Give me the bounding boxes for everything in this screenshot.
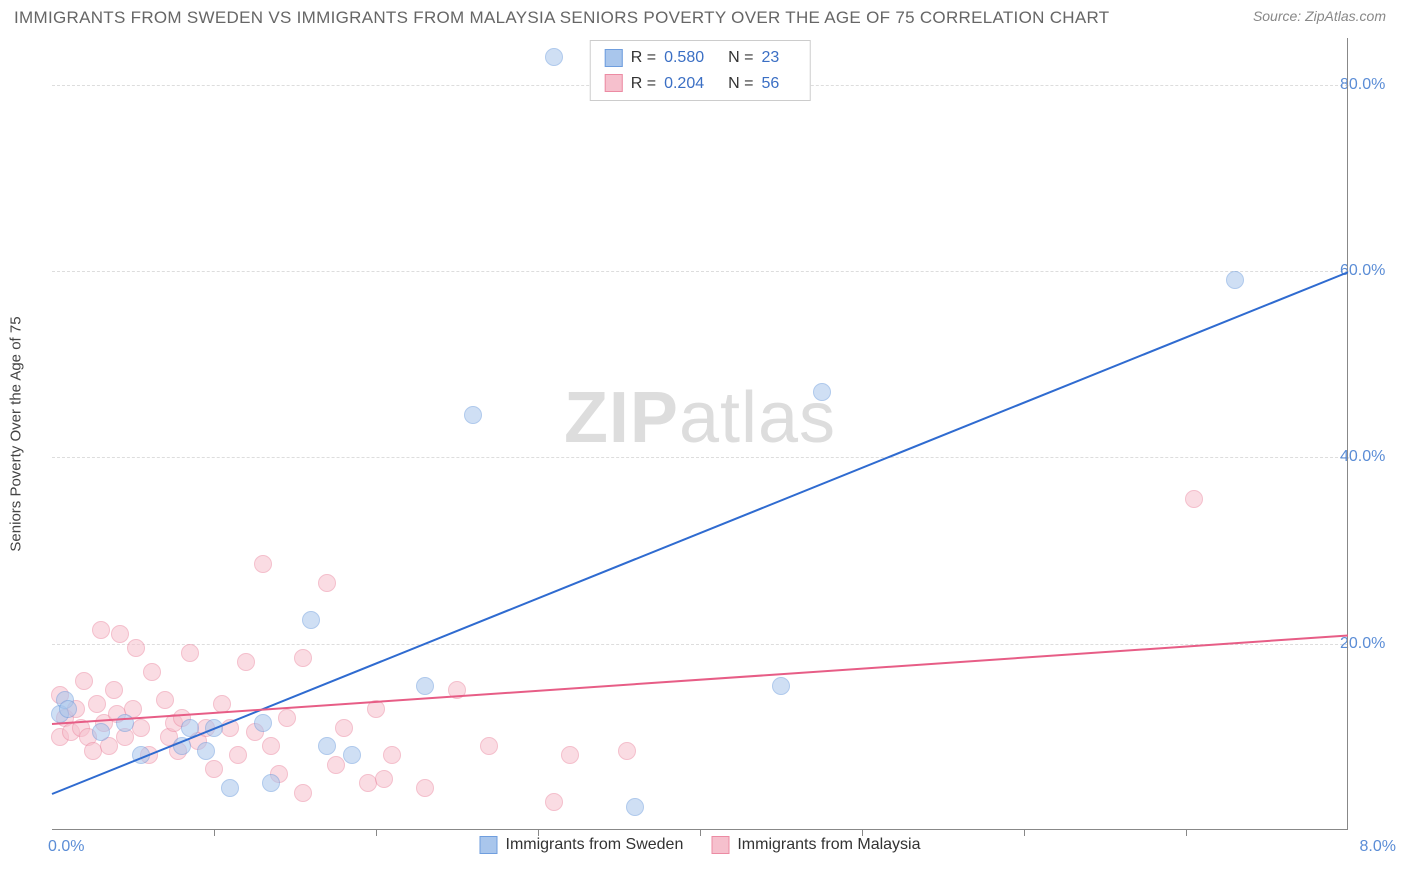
legend-n-value: 56 [761, 71, 779, 97]
legend-swatch-malaysia [605, 74, 623, 92]
x-tick [1024, 830, 1025, 836]
data-point-sweden [1226, 271, 1244, 289]
legend-r-label: R = [631, 45, 656, 71]
gridline [52, 271, 1348, 272]
data-point-malaysia [318, 574, 336, 592]
legend-stat-row-sweden: R = 0.580 N = 23 [605, 45, 796, 71]
data-point-malaysia [205, 760, 223, 778]
data-point-malaysia [181, 644, 199, 662]
data-point-malaysia [1185, 490, 1203, 508]
legend-r-label: R = [631, 71, 656, 97]
data-point-sweden [416, 677, 434, 695]
legend-swatch-sweden [480, 836, 498, 854]
legend-series: Immigrants from Sweden Immigrants from Ma… [480, 836, 921, 854]
data-point-malaysia [132, 719, 150, 737]
data-point-malaysia [92, 621, 110, 639]
y-tick-label: 20.0% [1340, 635, 1396, 653]
data-point-sweden [343, 746, 361, 764]
legend-swatch-sweden [605, 49, 623, 67]
data-point-sweden [626, 798, 644, 816]
data-point-sweden [59, 700, 77, 718]
data-point-sweden [262, 774, 280, 792]
data-point-sweden [302, 611, 320, 629]
x-tick [1186, 830, 1187, 836]
gridline [52, 457, 1348, 458]
data-point-sweden [772, 677, 790, 695]
data-point-malaysia [545, 793, 563, 811]
data-point-sweden [813, 383, 831, 401]
legend-n-label: N = [728, 71, 753, 97]
data-point-malaysia [143, 663, 161, 681]
chart-area: ZIPatlas 20.0%40.0%60.0%80.0% Seniors Po… [52, 38, 1348, 830]
legend-stat-row-malaysia: R = 0.204 N = 56 [605, 71, 796, 97]
data-point-sweden [197, 742, 215, 760]
legend-item-sweden: Immigrants from Sweden [480, 836, 684, 854]
data-point-sweden [221, 779, 239, 797]
data-point-malaysia [88, 695, 106, 713]
data-point-sweden [318, 737, 336, 755]
x-axis-min-label: 0.0% [48, 838, 84, 856]
data-point-malaysia [254, 555, 272, 573]
legend-n-label: N = [728, 45, 753, 71]
data-point-malaysia [105, 681, 123, 699]
data-point-malaysia [156, 691, 174, 709]
data-point-malaysia [294, 784, 312, 802]
y-axis [1347, 38, 1348, 830]
trend-line-sweden [52, 271, 1349, 795]
x-axis-max-label: 8.0% [1360, 838, 1396, 856]
legend-r-value: 0.204 [664, 71, 704, 97]
data-point-sweden [92, 723, 110, 741]
legend-label: Immigrants from Malaysia [737, 836, 920, 854]
data-point-malaysia [278, 709, 296, 727]
data-point-malaysia [327, 756, 345, 774]
data-point-sweden [545, 48, 563, 66]
data-point-malaysia [383, 746, 401, 764]
plot-region: ZIPatlas 20.0%40.0%60.0%80.0% [52, 38, 1348, 830]
data-point-sweden [464, 406, 482, 424]
data-point-malaysia [229, 746, 247, 764]
data-point-malaysia [335, 719, 353, 737]
legend-label: Immigrants from Sweden [506, 836, 684, 854]
y-tick-label: 40.0% [1340, 448, 1396, 466]
legend-r-value: 0.580 [664, 45, 704, 71]
data-point-malaysia [561, 746, 579, 764]
gridline [52, 644, 1348, 645]
legend-stats: R = 0.580 N = 23 R = 0.204 N = 56 [590, 40, 811, 101]
legend-n-value: 23 [761, 45, 779, 71]
source-attribution: Source: ZipAtlas.com [1253, 8, 1386, 24]
data-point-malaysia [480, 737, 498, 755]
y-tick-label: 60.0% [1340, 262, 1396, 280]
data-point-malaysia [416, 779, 434, 797]
data-point-malaysia [127, 639, 145, 657]
data-point-malaysia [111, 625, 129, 643]
data-point-malaysia [294, 649, 312, 667]
legend-swatch-malaysia [711, 836, 729, 854]
y-tick-label: 80.0% [1340, 76, 1396, 94]
data-point-malaysia [262, 737, 280, 755]
data-point-sweden [254, 714, 272, 732]
data-point-malaysia [375, 770, 393, 788]
chart-title: IMMIGRANTS FROM SWEDEN VS IMMIGRANTS FRO… [14, 8, 1109, 28]
y-axis-label: Seniors Poverty Over the Age of 75 [8, 316, 25, 551]
legend-item-malaysia: Immigrants from Malaysia [711, 836, 920, 854]
data-point-malaysia [75, 672, 93, 690]
x-tick [214, 830, 215, 836]
data-point-malaysia [237, 653, 255, 671]
data-point-malaysia [618, 742, 636, 760]
x-tick [376, 830, 377, 836]
trend-line-malaysia [52, 634, 1348, 725]
watermark: ZIPatlas [564, 377, 836, 459]
